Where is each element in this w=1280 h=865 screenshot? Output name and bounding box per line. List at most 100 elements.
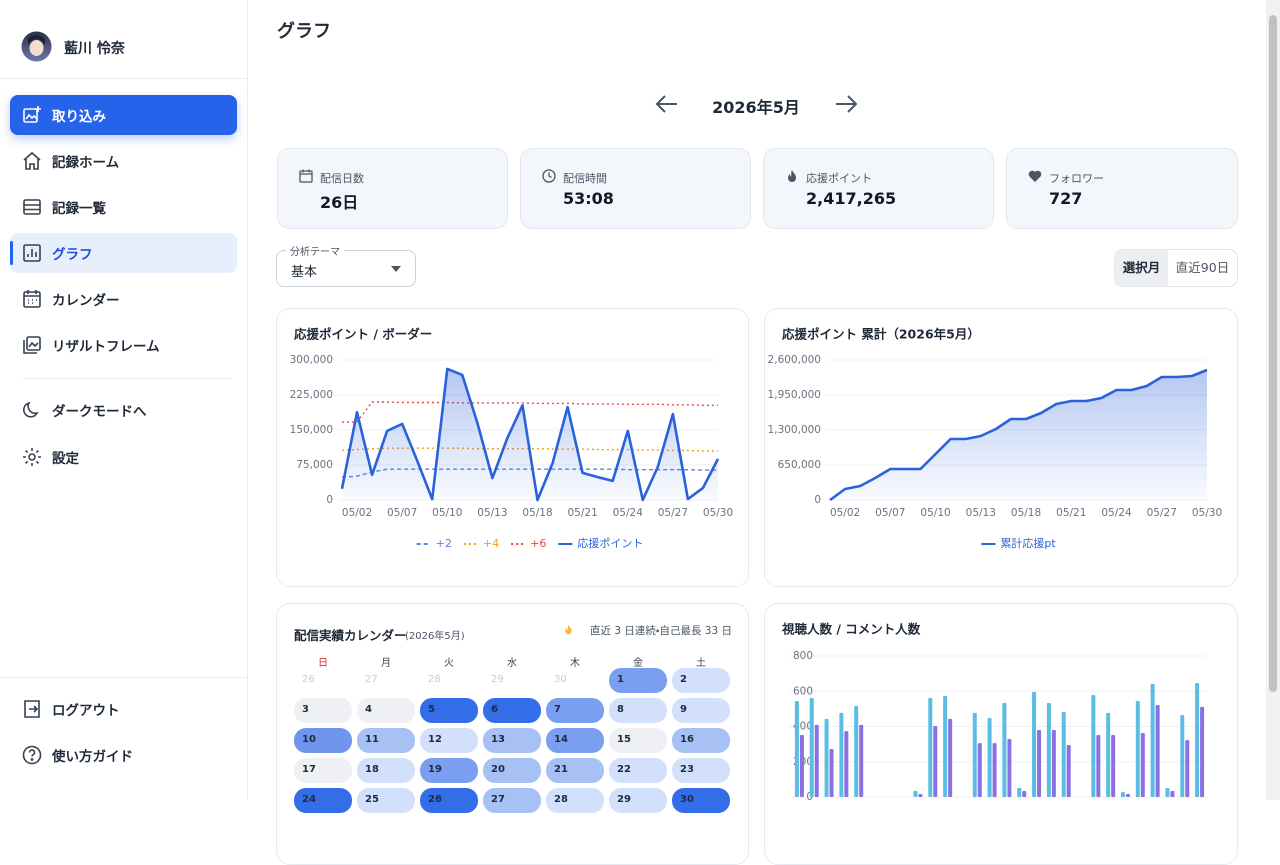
bar — [1165, 788, 1170, 797]
calendar-day: 28 — [420, 668, 478, 693]
nav-label: 設定 — [52, 451, 79, 467]
nav-item[interactable]: 記録一覧 — [10, 187, 237, 227]
nav-label: 記録一覧 — [52, 201, 106, 217]
chart-card: 視聴人数 / コメント人数0200400600800 — [764, 603, 1238, 865]
calendar-day: 8 — [609, 698, 667, 723]
nav-item-active[interactable]: グラフ — [10, 233, 237, 273]
bar — [809, 697, 814, 797]
day-number: 4 — [365, 704, 372, 715]
x-tick-label: 05/24 — [613, 507, 644, 519]
calendar-day: 27 — [483, 788, 541, 813]
bar — [948, 718, 953, 797]
icon — [565, 624, 572, 635]
line — [340, 367, 720, 502]
bar — [799, 734, 804, 797]
caret — [391, 266, 401, 272]
calendar-day: 25 — [357, 788, 415, 813]
icon — [299, 169, 313, 183]
x-tick-label: 05/27 — [658, 507, 688, 519]
nav-label: カレンダー — [52, 293, 120, 309]
bar — [1140, 733, 1145, 797]
day-number: 26 — [302, 674, 315, 685]
prev-month[interactable] — [655, 93, 679, 115]
toggle-option-selected[interactable]: 選択月 — [1115, 250, 1168, 286]
calendar-title: 配信実績カレンダー — [294, 628, 407, 643]
y-tick-label: 0 — [326, 494, 333, 506]
icon — [23, 244, 41, 262]
day-number: 29 — [491, 674, 504, 685]
weekday-label: 火 — [444, 658, 454, 669]
y-tick-label: 1,300,000 — [768, 424, 821, 436]
nav-label: 記録ホーム — [52, 155, 120, 171]
bar — [1066, 745, 1071, 797]
calendar-day: 29 — [609, 788, 667, 813]
icon — [542, 169, 556, 183]
day-number: 1 — [617, 674, 624, 685]
x-tick-label: 05/13 — [477, 507, 507, 519]
theme-select[interactable]: 分析テーマ 基本 — [276, 243, 416, 287]
calendar-day: 23 — [672, 758, 730, 783]
bar — [913, 791, 918, 797]
x-tick-label: 05/21 — [568, 507, 598, 519]
bar — [928, 697, 933, 797]
day-number: 28 — [428, 674, 441, 685]
bar — [1017, 788, 1022, 797]
bar — [1180, 715, 1185, 797]
y-tick-label: 75,000 — [296, 459, 333, 471]
area — [830, 370, 1207, 500]
y-tick-label: 0 — [814, 494, 821, 506]
icon — [22, 745, 42, 765]
calendar-day: 14 — [546, 728, 604, 753]
calendar-day: 3 — [294, 698, 352, 723]
bar — [814, 724, 819, 797]
day-number: 11 — [365, 734, 379, 745]
current-month: 2026年5月 — [712, 98, 800, 117]
stat-value: 53:08 — [563, 189, 614, 208]
x-tick-label: 05/07 — [875, 507, 905, 519]
logout-link[interactable]: ログアウト — [10, 689, 237, 729]
nav-item[interactable]: 記録ホーム — [10, 141, 237, 181]
bar — [933, 725, 938, 797]
icon — [23, 448, 41, 466]
chart: 応援ポイント / ボーダー 0 75,000 150,000 225,000 300,00… — [290, 327, 734, 551]
bar — [1032, 691, 1037, 797]
y-tick-label: 0 — [806, 791, 813, 803]
icon — [23, 151, 41, 170]
bar — [854, 706, 859, 797]
guide-link[interactable]: 使い方ガイド — [10, 735, 237, 775]
bar — [1200, 706, 1205, 797]
calendar-day: 7 — [546, 698, 604, 723]
day-number: 18 — [365, 764, 379, 775]
day-number: 8 — [617, 704, 624, 715]
calendar-subtitle: (2026年5月) — [405, 631, 465, 642]
stat-card: 配信時間 53:08 — [520, 148, 751, 229]
scroll-thumb[interactable] — [1269, 15, 1277, 692]
icon — [23, 199, 41, 215]
calendar-day: 2 — [672, 668, 730, 693]
import-button[interactable]: 取り込み — [10, 95, 237, 135]
bar — [1150, 684, 1155, 797]
bar — [1002, 703, 1007, 797]
toggle-option[interactable]: 直近90日 — [1175, 260, 1230, 275]
x-tick-label: 05/07 — [387, 507, 417, 519]
nav-item[interactable]: リザルトフレーム — [10, 325, 237, 365]
page-title: グラフ — [277, 21, 331, 42]
stat-label: 配信日数 — [320, 172, 364, 185]
nav-item[interactable]: カレンダー — [10, 279, 237, 319]
x-tick-label: 05/02 — [342, 507, 372, 519]
dark-mode-toggle[interactable]: ダークモードへ — [10, 390, 237, 430]
calendar-day: 19 — [420, 758, 478, 783]
legend-item: +2 — [416, 537, 452, 550]
calendar-day: 12 — [420, 728, 478, 753]
icon — [24, 700, 40, 718]
bar — [1051, 730, 1056, 797]
x-tick-label: 05/10 — [432, 507, 462, 519]
x-tick-label: 05/10 — [920, 507, 950, 519]
day-number: 17 — [302, 764, 316, 775]
chart-card: 応援ポイント 累計（2026年5月） 0 650,000 1,300,000 1,950… — [764, 308, 1238, 587]
next-month[interactable] — [834, 93, 858, 115]
chart-title: 視聴人数 / コメント人数 — [781, 622, 921, 637]
calendar-day: 9 — [672, 698, 730, 723]
settings-link[interactable]: 設定 — [10, 437, 237, 477]
icon — [788, 170, 796, 182]
